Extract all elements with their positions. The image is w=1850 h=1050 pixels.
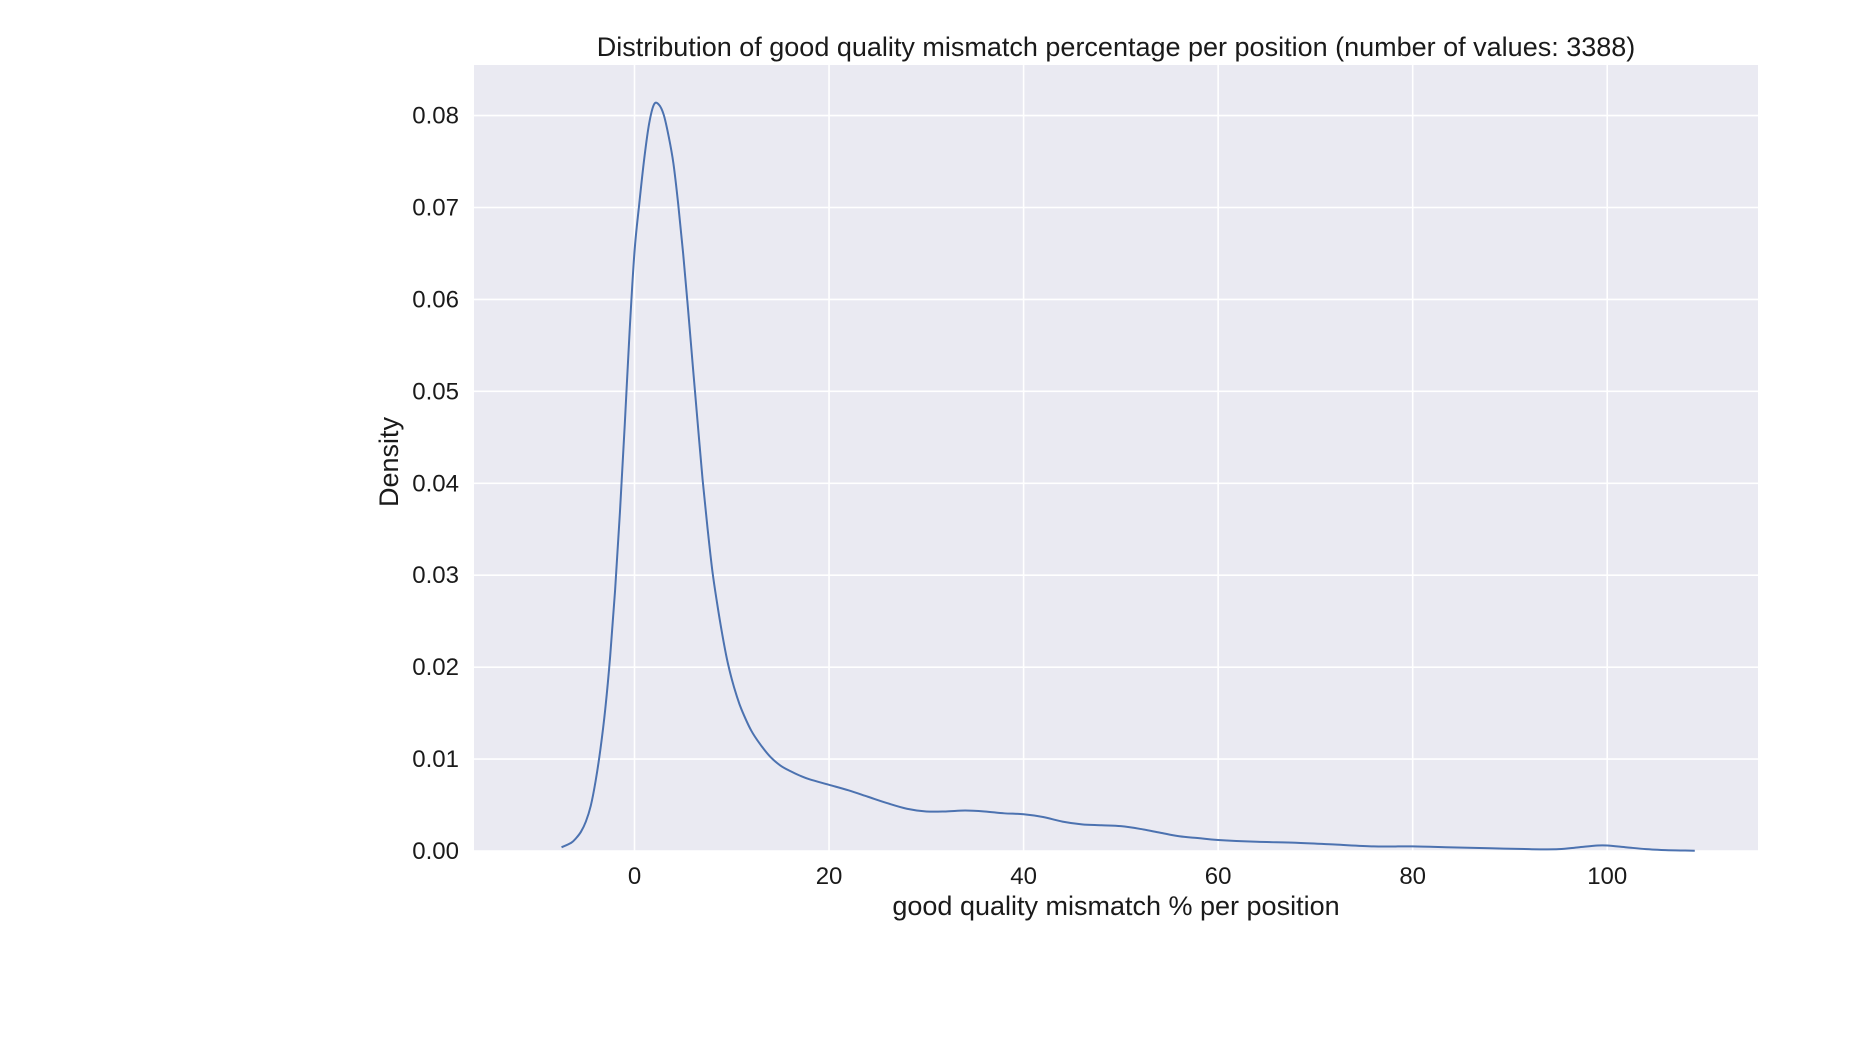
- x-tick-label: 40: [1010, 863, 1037, 890]
- y-tick-label: 0.08: [412, 103, 459, 130]
- y-axis-label: Density: [374, 416, 404, 507]
- x-tick-label: 80: [1399, 863, 1426, 890]
- x-axis-ticks: 0 20 40 60 80 100: [628, 863, 1627, 890]
- y-tick-label: 0.07: [412, 194, 459, 221]
- x-axis-label: good quality mismatch % per position: [892, 891, 1339, 921]
- y-tick-label: 0.03: [412, 562, 459, 589]
- plot-area: [474, 65, 1758, 851]
- x-tick-label: 100: [1587, 863, 1627, 890]
- y-tick-label: 0.00: [412, 838, 459, 865]
- x-tick-label: 60: [1205, 863, 1232, 890]
- y-tick-label: 0.04: [412, 470, 459, 497]
- x-tick-label: 0: [628, 863, 641, 890]
- y-tick-label: 0.01: [412, 746, 459, 773]
- y-tick-label: 0.05: [412, 378, 459, 405]
- series-layer: [561, 101, 1695, 852]
- y-tick-label: 0.02: [412, 654, 459, 681]
- y-axis-ticks: 0.00 0.01 0.02 0.03 0.04 0.05 0.06 0.07 0.08: [412, 103, 459, 865]
- y-tick-label: 0.06: [412, 286, 459, 313]
- chart-title: Distribution of good quality mismatch pe…: [597, 32, 1636, 62]
- x-tick-label: 20: [816, 863, 843, 890]
- grid-lines: [474, 65, 1758, 852]
- density-curve: [561, 101, 1695, 852]
